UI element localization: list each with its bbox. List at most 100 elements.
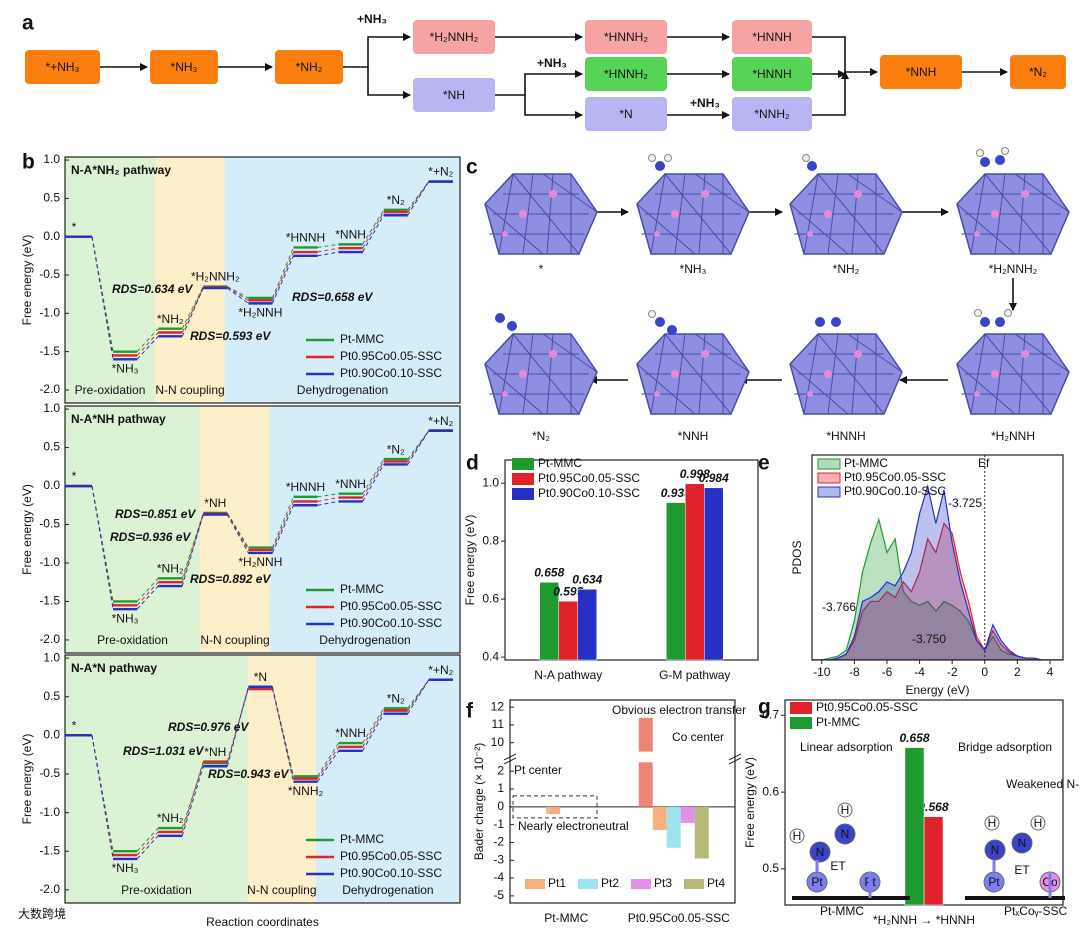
y-tick-label: 11 xyxy=(492,717,505,731)
y-tick-label: 0.5 xyxy=(43,191,60,205)
legend-label: Pt0.90Co0.10-SSC xyxy=(340,866,442,880)
structure-label: *N₂ xyxy=(532,429,550,443)
atom xyxy=(1030,815,1046,831)
panel-label: d xyxy=(466,452,479,475)
region-bg xyxy=(224,157,460,403)
value-label: 0.998 xyxy=(680,467,710,481)
y-tick-label: -2.0 xyxy=(39,632,60,646)
level-connector xyxy=(136,335,159,360)
level-connector xyxy=(136,831,159,856)
structure-label: * xyxy=(539,262,544,276)
annotation: Pt-MMC xyxy=(820,904,864,918)
bar xyxy=(694,806,709,859)
value-label: 0.634 xyxy=(572,572,602,586)
level-connector xyxy=(317,493,339,498)
x-axis-label: Energy (eV) xyxy=(905,683,969,697)
y-tick-label: -1.0 xyxy=(39,306,60,320)
level-connector xyxy=(91,236,114,356)
rds-annotation: RDS=0.943 eV xyxy=(208,767,289,781)
legend-label: Pt1 xyxy=(548,876,566,890)
level-connector xyxy=(362,713,385,752)
state-label: *N xyxy=(254,670,267,684)
region-label: Pre-oxidation xyxy=(75,383,146,397)
x-tick-label: Pt-MMC xyxy=(544,911,588,925)
legend-label: Pt0.95Co0.05-SSC xyxy=(340,349,442,363)
level-connector xyxy=(136,328,159,352)
scheme-node xyxy=(585,20,667,54)
y-tick-label: 1 xyxy=(497,781,504,795)
legend-label: Pt2 xyxy=(601,876,619,890)
y-tick-label: -0.5 xyxy=(39,517,60,531)
y-tick-label: 0.5 xyxy=(43,440,60,454)
panel-label: g xyxy=(758,696,771,719)
state-label: *NH₂ xyxy=(157,811,184,825)
cartoon-label: H xyxy=(1034,816,1043,830)
cartoon-label: H xyxy=(793,829,802,843)
y-tick-label: 0.6 xyxy=(482,591,499,605)
x-axis-label: Reaction coordinates xyxy=(206,915,319,929)
watermark: 大数跨境 xyxy=(18,906,66,921)
level-connector xyxy=(226,514,249,554)
legend-swatch xyxy=(631,879,651,889)
value-label: 0.933 xyxy=(661,486,691,500)
x-tick-label: 0 xyxy=(981,665,988,679)
state-label: *HNNH xyxy=(286,480,325,494)
x-tick-label: -10 xyxy=(813,665,831,679)
legend-label: Pt0.90Co0.10-SSC xyxy=(340,616,442,630)
level-connector xyxy=(271,686,294,782)
level-connector xyxy=(407,430,430,462)
structure-label: *HNNH xyxy=(826,429,865,443)
y-tick-label: -2 xyxy=(493,835,504,849)
scheme-node xyxy=(880,55,962,89)
legend-label: Pt0.90Co0.10-SSC xyxy=(538,486,640,500)
state-label: *H₂NNH₂ xyxy=(191,270,240,284)
region-bg xyxy=(65,406,201,653)
structure-images xyxy=(484,147,1070,415)
annotation: -3.750 xyxy=(912,632,946,646)
state-label: *NNH xyxy=(335,228,366,242)
level-connector xyxy=(362,464,385,502)
y-axis-label: Free energy (eV) xyxy=(20,734,34,825)
plot-frame xyxy=(64,405,461,654)
y-tick-label: 0.0 xyxy=(43,229,60,243)
cartoon-label: H xyxy=(988,816,997,830)
level-connector xyxy=(317,243,339,248)
cartoon-label: ET xyxy=(1014,863,1030,877)
scheme-node xyxy=(150,50,218,84)
rds-annotation: RDS=0.936 eV xyxy=(110,530,191,544)
level-connector xyxy=(136,835,159,860)
y-tick-label: 10 xyxy=(491,735,505,749)
cartoon-label: H xyxy=(841,803,850,817)
legend-label: Pt-MMC xyxy=(816,715,860,729)
y-tick-label: 0.5 xyxy=(43,689,60,703)
level-connector xyxy=(181,766,204,836)
structure-label: *NNH xyxy=(678,429,709,443)
atom xyxy=(984,815,1000,831)
region-label: Pre-oxidation xyxy=(97,633,168,647)
level-connector xyxy=(91,735,114,856)
state-label: * xyxy=(72,719,77,733)
axis-break xyxy=(503,753,517,765)
annotation: Ef xyxy=(978,456,990,470)
cartoon-label: Pt xyxy=(988,875,1000,889)
legend-label: Pt0.95Co0.05-SSC xyxy=(340,849,442,863)
level-connector xyxy=(136,827,159,852)
state-label: *NH₂ xyxy=(157,562,184,576)
state-label: *NH₃ xyxy=(112,611,139,625)
legend-swatch xyxy=(512,488,534,500)
level-connector xyxy=(181,287,204,337)
y-tick-label: -4 xyxy=(493,870,504,884)
scheme-node-label: *HNNH₂ xyxy=(604,30,648,44)
rds-annotation: RDS=0.851 eV xyxy=(115,507,196,521)
annotation: Nearly electroneutral xyxy=(518,819,629,833)
level-connector xyxy=(407,181,430,213)
y-axis-label: Free energy (eV) xyxy=(463,515,477,606)
region-label: Dehydrogenation xyxy=(297,383,388,397)
legend-label: Pt0.95Co0.05-SSC xyxy=(340,599,442,613)
scheme-node-label: *N xyxy=(619,107,632,121)
scheme-arrows xyxy=(100,33,1008,119)
scheme-node xyxy=(275,50,343,84)
value-label: 0.568 xyxy=(918,800,948,814)
y-tick-label: 0.0 xyxy=(43,728,60,742)
